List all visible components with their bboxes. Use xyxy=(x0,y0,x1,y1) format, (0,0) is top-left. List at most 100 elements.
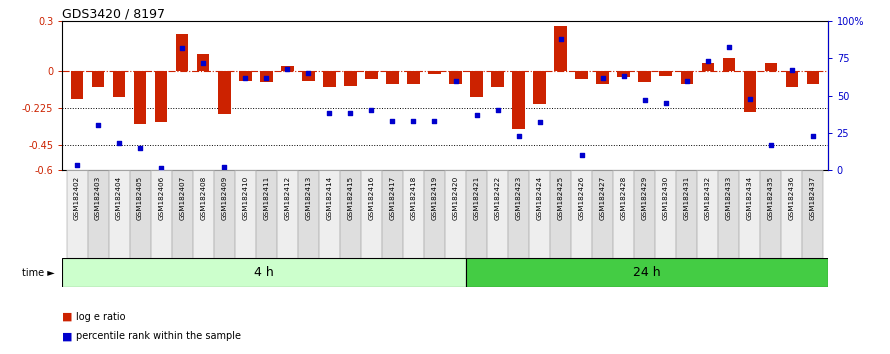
Text: GSM182419: GSM182419 xyxy=(432,176,438,220)
Text: GSM182429: GSM182429 xyxy=(642,176,648,220)
Text: GSM182430: GSM182430 xyxy=(663,176,668,220)
Text: GSM182402: GSM182402 xyxy=(74,176,80,220)
Point xyxy=(70,162,85,168)
Bar xyxy=(176,34,189,71)
Text: ■: ■ xyxy=(62,331,73,341)
Bar xyxy=(554,26,567,71)
Text: time ►: time ► xyxy=(22,268,55,278)
Bar xyxy=(340,170,360,258)
Text: 4 h: 4 h xyxy=(255,266,274,279)
Text: GSM182418: GSM182418 xyxy=(410,176,417,220)
Bar xyxy=(192,170,214,258)
Point xyxy=(322,110,336,116)
Text: GSM182420: GSM182420 xyxy=(452,176,458,220)
Point xyxy=(280,66,295,72)
Point xyxy=(239,75,253,81)
Text: GSM182426: GSM182426 xyxy=(578,176,585,220)
Text: GSM182408: GSM182408 xyxy=(200,176,206,220)
Point xyxy=(407,118,421,124)
Bar xyxy=(218,71,231,114)
Point xyxy=(785,68,799,73)
Bar xyxy=(445,170,466,258)
Point xyxy=(575,152,589,158)
Bar xyxy=(592,170,613,258)
Text: GDS3420 / 8197: GDS3420 / 8197 xyxy=(62,7,166,20)
Text: GSM182405: GSM182405 xyxy=(137,176,143,220)
Point xyxy=(112,140,126,146)
Point xyxy=(154,166,168,171)
Text: GSM182416: GSM182416 xyxy=(368,176,375,220)
Bar xyxy=(255,170,277,258)
Bar xyxy=(491,71,504,87)
Bar xyxy=(760,170,781,258)
Bar xyxy=(365,71,377,79)
Text: GSM182437: GSM182437 xyxy=(810,176,816,220)
Bar xyxy=(718,170,740,258)
Bar xyxy=(613,170,635,258)
Text: GSM182436: GSM182436 xyxy=(789,176,795,220)
Point xyxy=(175,45,190,51)
Bar xyxy=(344,71,357,86)
Text: GSM182421: GSM182421 xyxy=(473,176,480,220)
Point xyxy=(91,122,105,128)
Point xyxy=(259,75,273,81)
Text: GSM182427: GSM182427 xyxy=(600,176,606,220)
Bar xyxy=(638,71,651,82)
Point xyxy=(659,100,673,106)
Bar xyxy=(130,170,150,258)
Text: GSM182404: GSM182404 xyxy=(116,176,122,220)
Bar xyxy=(403,170,424,258)
Point xyxy=(637,97,651,103)
Bar xyxy=(723,58,735,71)
Bar xyxy=(382,170,403,258)
Text: GSM182432: GSM182432 xyxy=(705,176,711,220)
Bar xyxy=(698,170,718,258)
Bar xyxy=(618,71,630,78)
Bar xyxy=(214,170,235,258)
Bar xyxy=(298,170,319,258)
Bar xyxy=(786,71,798,87)
Bar xyxy=(113,71,125,97)
Bar xyxy=(62,258,466,287)
Bar xyxy=(487,170,508,258)
Point xyxy=(449,78,463,84)
Bar xyxy=(197,54,209,71)
Text: GSM182414: GSM182414 xyxy=(327,176,332,220)
Text: GSM182407: GSM182407 xyxy=(179,176,185,220)
Bar xyxy=(765,63,777,71)
Bar xyxy=(470,71,483,97)
Bar xyxy=(87,170,109,258)
Point xyxy=(680,78,694,84)
Bar xyxy=(277,170,298,258)
Bar xyxy=(550,170,571,258)
Text: GSM182406: GSM182406 xyxy=(158,176,164,220)
Text: GSM182435: GSM182435 xyxy=(768,176,774,220)
Text: GSM182410: GSM182410 xyxy=(242,176,248,220)
Point xyxy=(490,108,505,113)
Point xyxy=(364,108,378,113)
Bar xyxy=(172,170,192,258)
Bar xyxy=(319,170,340,258)
Bar xyxy=(239,71,252,81)
Point xyxy=(617,73,631,79)
Bar xyxy=(150,170,172,258)
Point xyxy=(301,70,315,76)
Point xyxy=(722,44,736,49)
Bar xyxy=(508,170,530,258)
Text: log e ratio: log e ratio xyxy=(76,312,125,322)
Bar xyxy=(449,71,462,84)
Text: GSM182424: GSM182424 xyxy=(537,176,543,220)
Bar xyxy=(360,170,382,258)
Bar xyxy=(530,170,550,258)
Point xyxy=(764,142,778,148)
Bar xyxy=(571,170,592,258)
Text: GSM182417: GSM182417 xyxy=(390,176,395,220)
Text: GSM182434: GSM182434 xyxy=(747,176,753,220)
Text: GSM182413: GSM182413 xyxy=(305,176,312,220)
Bar xyxy=(235,170,255,258)
Point xyxy=(196,60,210,66)
Point xyxy=(217,164,231,170)
Bar xyxy=(155,71,167,122)
Bar xyxy=(676,170,698,258)
Text: GSM182403: GSM182403 xyxy=(95,176,101,220)
